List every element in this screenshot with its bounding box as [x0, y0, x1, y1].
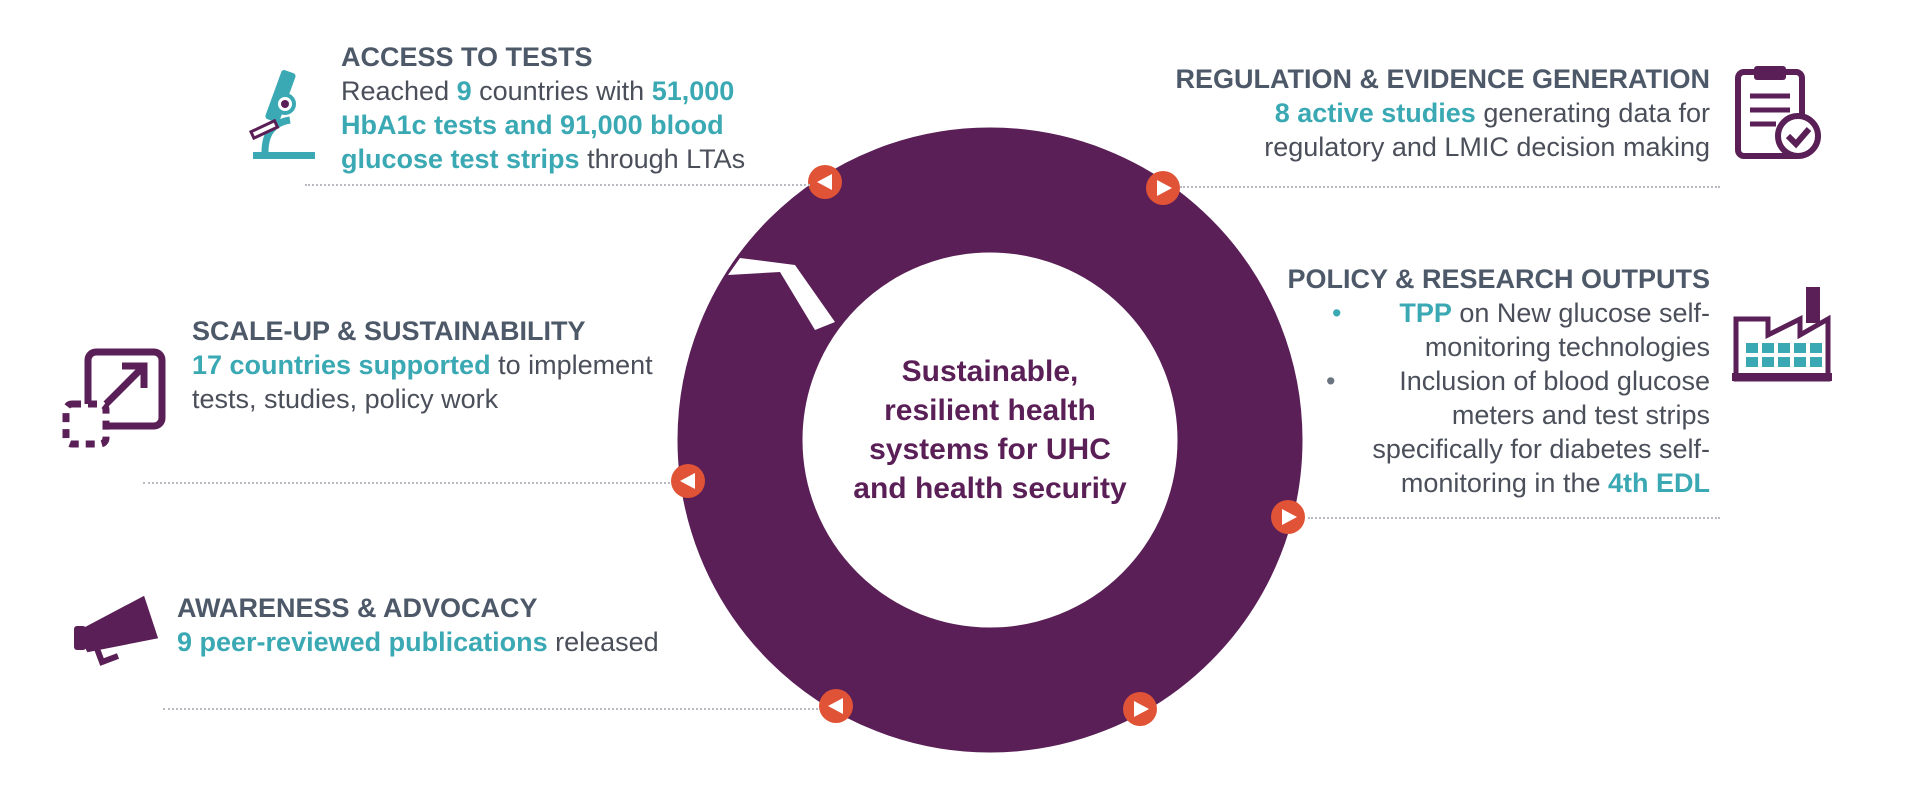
access-line: glucose test strips through LTAs — [341, 142, 811, 176]
scale-line: tests, studies, policy work — [192, 384, 499, 414]
highlight: 4th EDL — [1607, 468, 1710, 498]
policy-line: monitoring in the 4th EDL — [1220, 466, 1710, 500]
text: monitoring in the — [1400, 468, 1608, 498]
policy-line: meters and test strips — [1451, 400, 1710, 430]
clipboard-check-icon — [1735, 66, 1821, 159]
text: on New glucose self- — [1451, 298, 1710, 328]
center-line: systems for UHC — [869, 433, 1111, 466]
factory-icon — [1732, 287, 1832, 382]
policy-line: monitoring technologies — [1424, 332, 1710, 362]
arrow-marker-icon — [819, 689, 853, 723]
arrow-marker-icon — [1123, 692, 1157, 726]
highlight: 17 countries supported — [192, 350, 491, 380]
highlight: 9 — [456, 76, 472, 106]
center-line: resilient health — [884, 394, 1096, 427]
text: to implement — [490, 350, 653, 380]
divider — [1180, 186, 1720, 188]
scale-up-block: SCALE-UP & SUSTAINABILITY 17 countries s… — [192, 314, 712, 416]
regulation-line: 8 active studies generating data for — [1100, 96, 1710, 130]
center-line: and health security — [853, 472, 1127, 505]
policy-title: POLICY & RESEARCH OUTPUTS — [1287, 264, 1710, 294]
highlight: 8 active studies — [1274, 98, 1476, 128]
policy-block: POLICY & RESEARCH OUTPUTS • TPP on New g… — [1220, 262, 1710, 500]
center-label: Sustainable, resilient health systems fo… — [830, 352, 1150, 508]
divider — [143, 482, 670, 484]
regulation-title: REGULATION & EVIDENCE GENERATION — [1175, 64, 1710, 94]
policy-line: specifically for diabetes self- — [1372, 434, 1710, 464]
ring-band — [677, 127, 1303, 753]
bullet: • — [1332, 298, 1342, 328]
highlight: 9 peer-reviewed publications — [177, 627, 548, 657]
highlight: 51,000 — [651, 76, 735, 106]
arrow-marker-icon — [1271, 500, 1305, 534]
scale-title: SCALE-UP & SUSTAINABILITY — [192, 316, 586, 346]
divider — [1308, 517, 1720, 519]
megaphone-icon — [74, 596, 159, 666]
arrow-marker-icon — [808, 165, 842, 199]
text: Reached — [341, 76, 457, 106]
regulation-line: regulatory and LMIC decision making — [1264, 132, 1710, 162]
highlight: glucose test strips — [341, 144, 580, 174]
divider — [305, 184, 810, 186]
awareness-line: 9 peer-reviewed publications released — [177, 625, 697, 659]
arrow-marker-icon — [671, 464, 705, 498]
text: Inclusion of blood glucose — [1399, 366, 1710, 396]
divider — [163, 708, 818, 710]
policy-bullet-1: • TPP on New glucose self- — [1220, 296, 1710, 330]
expand-icon — [62, 348, 166, 448]
awareness-block: AWARENESS & ADVOCACY 9 peer-reviewed pub… — [177, 591, 697, 659]
text: countries with — [471, 76, 652, 106]
microscope-icon — [248, 70, 315, 159]
highlight: TPP — [1399, 298, 1452, 328]
access-line: HbA1c tests and 91,000 blood — [341, 110, 724, 140]
access-line: Reached 9 countries with 51,000 — [341, 74, 811, 108]
center-line: Sustainable, — [901, 355, 1079, 388]
access-to-tests-block: ACCESS TO TESTS Reached 9 countries with… — [341, 40, 811, 176]
text: generating data for — [1475, 98, 1710, 128]
bullet: • — [1326, 366, 1336, 396]
access-title: ACCESS TO TESTS — [341, 42, 593, 72]
text: released — [547, 627, 659, 657]
regulation-block: REGULATION & EVIDENCE GENERATION 8 activ… — [1100, 62, 1710, 164]
scale-line: 17 countries supported to implement — [192, 348, 712, 382]
ring-notch — [728, 258, 835, 330]
arrow-marker-icon — [1146, 171, 1180, 205]
policy-bullet-2: • Inclusion of blood glucose — [1220, 364, 1710, 398]
text: through LTAs — [579, 144, 746, 174]
awareness-title: AWARENESS & ADVOCACY — [177, 593, 538, 623]
